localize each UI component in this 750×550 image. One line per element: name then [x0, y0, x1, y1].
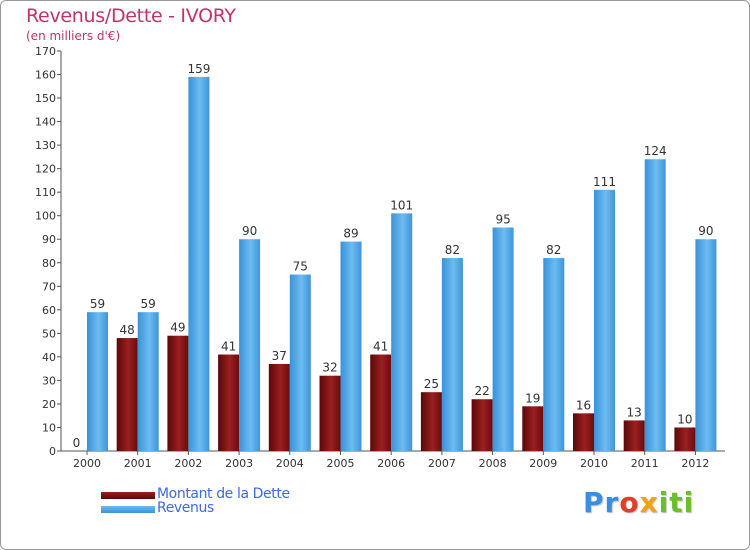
data-label-debt-2001: 48 [120, 323, 135, 337]
bar-revenue-2006 [391, 213, 413, 451]
bar-debt-2011 [623, 420, 645, 451]
x-tick-label: 2003 [225, 457, 253, 470]
bar-revenue-2010 [594, 189, 615, 451]
bar-revenue-2012 [695, 239, 717, 451]
x-tick-label: 2002 [174, 457, 202, 470]
logo-part-1: Pr [583, 486, 620, 519]
x-tick-label: 2010 [580, 457, 608, 470]
data-label-revenue-2007: 82 [445, 243, 460, 257]
data-label-revenue-2000: 59 [90, 297, 105, 311]
bar-debt-2008 [471, 399, 493, 451]
bar-debt-2002 [167, 335, 189, 451]
data-label-debt-2008: 22 [474, 384, 489, 398]
bar-revenue-2004 [289, 274, 311, 451]
y-tick-label: 80 [42, 257, 56, 270]
y-tick-label: 100 [35, 210, 56, 223]
bar-debt-2007 [420, 392, 442, 451]
legend-swatch-revenue [101, 506, 155, 513]
data-label-revenue-2002: 159 [187, 62, 210, 76]
y-tick-label: 10 [42, 421, 56, 434]
bar-debt-2003 [218, 354, 240, 451]
legend-swatch-debt [101, 492, 155, 499]
data-label-debt-2005: 32 [322, 361, 337, 375]
data-label-revenue-2010: 111 [593, 175, 616, 189]
data-label-revenue-2008: 95 [495, 212, 510, 226]
bar-revenue-2009 [543, 258, 565, 451]
data-label-revenue-2004: 75 [293, 260, 308, 274]
x-tick-label: 2006 [377, 457, 405, 470]
proxiti-logo: Proxiti [583, 486, 694, 519]
chart-subtitle: (en milliers d'€) [26, 29, 121, 43]
data-label-revenue-2006: 101 [390, 198, 413, 212]
y-tick-label: 70 [42, 280, 56, 293]
y-tick-label: 170 [35, 45, 56, 58]
data-label-debt-2010: 16 [576, 398, 591, 412]
bar-debt-2010 [573, 413, 594, 451]
y-tick-label: 120 [35, 163, 56, 176]
data-label-revenue-2005: 89 [343, 227, 358, 241]
bar-debt-2006 [370, 354, 392, 451]
x-tick-label: 2007 [428, 457, 456, 470]
bars-group [87, 76, 717, 451]
data-label-revenue-2011: 124 [644, 144, 667, 158]
data-label-debt-2011: 13 [627, 405, 642, 419]
y-tick-label: 60 [42, 304, 56, 317]
data-label-revenue-2003: 90 [242, 224, 257, 238]
y-tick-label: 150 [35, 92, 56, 105]
y-tick-label: 30 [42, 374, 56, 387]
y-tick-label: 140 [35, 116, 56, 129]
data-label-debt-2004: 37 [272, 349, 287, 363]
x-tick-label: 2005 [327, 457, 355, 470]
data-label-debt-2006: 41 [373, 340, 388, 354]
data-label-revenue-2001: 59 [141, 297, 156, 311]
bar-debt-2012 [674, 427, 696, 451]
x-tick-label: 2012 [681, 457, 709, 470]
y-tick-label: 50 [42, 327, 56, 340]
legend-label-revenue: Revenus [157, 500, 214, 516]
logo-part-2: o [619, 486, 640, 519]
y-tick-label: 40 [42, 351, 56, 364]
x-tick-label: 2000 [73, 457, 101, 470]
x-tick-label: 2009 [529, 457, 557, 470]
y-tick-label: 160 [35, 69, 56, 82]
bar-debt-2009 [522, 406, 544, 451]
data-label-debt-2007: 25 [424, 377, 439, 391]
data-label-debt-2000: 0 [73, 436, 81, 450]
x-tick-label: 2008 [479, 457, 507, 470]
bar-revenue-2002 [188, 76, 210, 451]
bar-revenue-2000 [87, 312, 108, 451]
x-tick-label: 2001 [124, 457, 152, 470]
y-tick-label: 90 [42, 233, 56, 246]
x-tick-label: 2011 [631, 457, 659, 470]
bar-revenue-2003 [239, 239, 261, 451]
bar-debt-2001 [116, 338, 138, 451]
logo-part-3: x [639, 486, 659, 519]
chart-title: Revenus/Dette - IVORY [26, 5, 236, 27]
y-tick-label: 0 [49, 445, 56, 458]
data-label-revenue-2009: 82 [546, 243, 561, 257]
bar-revenue-2008 [492, 227, 514, 451]
y-tick-label: 110 [35, 186, 56, 199]
data-label-debt-2002: 49 [170, 321, 185, 335]
data-labels-group: 0 59 48 59 49 159 41 90 37 75 32 89 41 101 25 82 22 95 19 8… [73, 62, 714, 450]
bar-revenue-2001 [137, 312, 159, 451]
data-label-debt-2009: 19 [525, 391, 540, 405]
logo-part-4: iti [658, 486, 695, 519]
y-tick-label: 20 [42, 398, 56, 411]
bar-revenue-2005 [340, 241, 362, 451]
bar-revenue-2007 [441, 258, 463, 451]
legend-label-debt: Montant de la Dette [157, 486, 290, 502]
bar-revenue-2011 [644, 159, 666, 451]
data-label-debt-2003: 41 [221, 340, 236, 354]
y-tick-label: 130 [35, 139, 56, 152]
bar-debt-2004 [268, 363, 290, 451]
bar-debt-2005 [319, 375, 341, 451]
x-tick-label: 2004 [276, 457, 304, 470]
data-label-revenue-2012: 90 [698, 224, 713, 238]
data-label-debt-2012: 10 [677, 412, 692, 426]
